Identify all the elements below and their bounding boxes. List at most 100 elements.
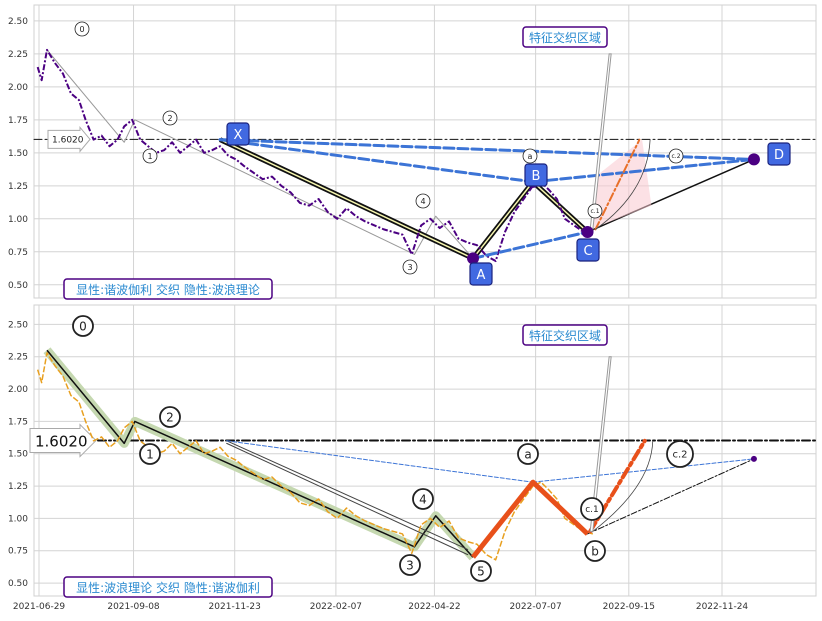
x-tick-label: 2021-06-29 — [13, 602, 66, 612]
reference-label: 1.6020 — [35, 433, 88, 451]
price-series — [36, 48, 594, 263]
label-d-text: D — [774, 148, 784, 163]
label-x-box — [226, 122, 250, 146]
reference-label: 1.6020 — [52, 135, 84, 145]
wave-5-circle — [470, 560, 492, 582]
wave-0-text: 0 — [79, 25, 84, 34]
x-tick-label: 2021-09-08 — [107, 602, 160, 612]
y-tick-label: 1.50 — [8, 149, 28, 159]
wave-line — [46, 349, 474, 558]
wave-a-circle — [522, 148, 538, 164]
projection-line — [594, 138, 641, 231]
panel-1: 2.50 2.25 2.00 1.75 1.50 1.25 1.00 0.75 0.50 1.60… — [8, 4, 817, 299]
wave-c1-circle — [587, 203, 603, 219]
label-a-text: A — [477, 268, 486, 283]
wave-4-circle — [415, 193, 431, 209]
channel-lower — [226, 442, 469, 556]
xd-dashed — [218, 138, 756, 161]
y-tick-label: 1.50 — [8, 450, 28, 460]
wave-a-text: a — [528, 152, 533, 161]
annotation-text: 特征交织区域 — [529, 30, 601, 45]
wave-a-circle — [517, 443, 539, 465]
pillar — [589, 356, 612, 532]
wave-2-circle — [162, 110, 178, 126]
annotation-box — [522, 324, 608, 346]
wave-4-circle — [412, 488, 434, 510]
arc — [595, 139, 651, 230]
wave-b-circle — [584, 540, 606, 562]
wave-1-text: 1 — [146, 447, 154, 461]
label-x-text: X — [234, 128, 243, 143]
x-tick-label: 2022-07-07 — [509, 602, 561, 612]
pattern-dot — [747, 153, 760, 166]
black-dashdot — [587, 458, 755, 535]
xa-leg — [219, 138, 474, 260]
label-b-text: B — [532, 169, 541, 184]
wave-2-circle — [159, 406, 181, 428]
reference-label-arrow — [47, 125, 91, 153]
wave-c2-text: c.2 — [672, 450, 687, 461]
label-c-text: C — [583, 244, 592, 259]
end-dot — [750, 455, 757, 462]
wave-c2-text: c.2 — [671, 153, 680, 160]
pattern-dot — [581, 226, 594, 239]
y-tick-label: 0.50 — [8, 281, 28, 291]
wave-4-text: 4 — [419, 492, 427, 506]
wave-c2-circle — [666, 440, 694, 468]
wave-0-circle — [74, 21, 90, 37]
wave-3-text: 3 — [406, 558, 414, 572]
y-tick-label: 2.00 — [8, 83, 28, 93]
x-tick-label: 2022-11-24 — [696, 602, 749, 612]
label-a-box — [469, 262, 493, 286]
y-tick-label: 1.25 — [8, 482, 28, 492]
abc-wave — [471, 479, 590, 559]
x-tick-label: 2022-04-22 — [408, 602, 460, 612]
wave-3-circle — [402, 259, 418, 275]
y-tick-label: 2.50 — [8, 17, 28, 27]
y-tick-label: 0.75 — [8, 248, 28, 258]
wave-1-text: 1 — [147, 152, 152, 161]
y-tick-label: 2.25 — [8, 50, 28, 60]
y-tick-label: 1.00 — [8, 514, 28, 524]
wave-4-text: 4 — [420, 197, 425, 206]
channel-upper — [226, 440, 469, 550]
wave-c1-text: c.1 — [590, 208, 599, 215]
wave-0-text: 0 — [79, 319, 87, 333]
x-tick-label: 2022-09-15 — [603, 602, 655, 612]
annotation-box — [522, 26, 608, 48]
xb-dashed — [218, 138, 535, 184]
wave-2-text: 2 — [166, 410, 174, 424]
y-tick-label: 1.75 — [8, 116, 28, 126]
label-b-box — [524, 163, 548, 187]
ac-dashed — [471, 230, 590, 260]
label-c-box — [576, 238, 600, 262]
caption-text: 显性:谐波伽利 交织 隐性:波浪理论 — [76, 282, 260, 297]
pattern-dot — [467, 252, 480, 265]
wave-1-circle — [142, 148, 158, 164]
y-tick-label: 0.50 — [8, 579, 28, 589]
x-tick-label: 2022-02-07 — [310, 602, 362, 612]
wave-c1-text: c.1 — [585, 505, 599, 515]
label-d-box — [767, 142, 791, 166]
wave-5-text: 5 — [477, 564, 485, 578]
y-tick-label: 0.75 — [8, 547, 28, 557]
x-tick-label: 2021-11-23 — [209, 602, 261, 612]
y-tick-label: 1.75 — [8, 417, 28, 427]
wave-2-text: 2 — [167, 114, 172, 123]
arc — [592, 440, 654, 532]
wave-line — [46, 49, 474, 259]
caption-box — [63, 278, 273, 300]
blue-dashed-2 — [532, 458, 755, 483]
y-tick-label: 2.25 — [8, 353, 28, 363]
caption-box — [63, 576, 273, 598]
y-tick-label: 1.25 — [8, 182, 28, 192]
y-tick-label: 1.00 — [8, 215, 28, 225]
cd-leg — [587, 158, 755, 233]
wave-1-circle — [139, 443, 161, 465]
wave-c1-circle — [580, 497, 604, 521]
y-tick-label: 2.00 — [8, 385, 28, 395]
caption-text: 显性:波浪理论 交织 隐性:谐波伽利 — [76, 580, 260, 595]
wave-b-text: b — [591, 544, 599, 558]
